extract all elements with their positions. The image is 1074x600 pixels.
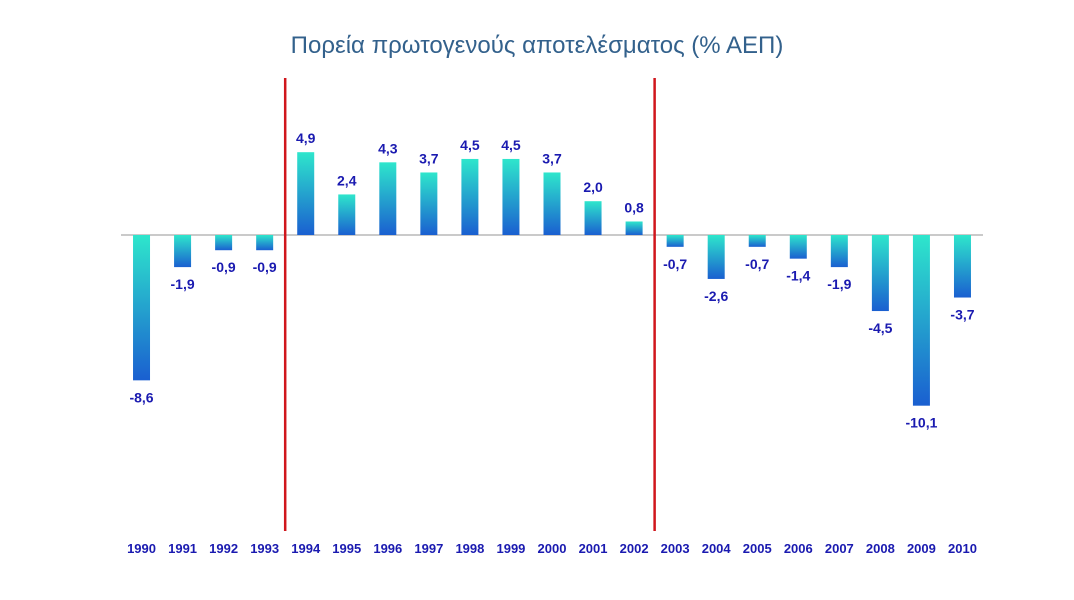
bar-1990 — [133, 235, 151, 381]
bar-1995 — [338, 194, 356, 235]
bar-2002 — [625, 221, 643, 235]
data-label-1999: 4,5 — [501, 137, 521, 153]
bar-2009 — [912, 235, 930, 406]
x-tick-label-1994: 1994 — [291, 541, 321, 556]
x-tick-label-2001: 2001 — [579, 541, 608, 556]
data-label-2001: 2,0 — [583, 179, 603, 195]
chart-title: Πορεία πρωτογενούς αποτελέσματος (% ΑΕΠ) — [290, 32, 784, 59]
data-label-1998: 4,5 — [460, 137, 480, 153]
x-tick-label-2002: 2002 — [620, 541, 649, 556]
bar-1997 — [420, 172, 438, 235]
data-label-2005: -0,7 — [745, 256, 769, 272]
x-tick-label-2006: 2006 — [784, 541, 813, 556]
bar-2003 — [666, 235, 684, 247]
data-label-1995: 2,4 — [337, 172, 357, 188]
data-label-2003: -0,7 — [663, 256, 687, 272]
bar-2001 — [584, 201, 602, 235]
bar-2000 — [543, 172, 561, 235]
bar-1993 — [256, 235, 274, 251]
data-label-2004: -2,6 — [704, 288, 728, 304]
bar-1992 — [215, 235, 233, 251]
bar-2004 — [707, 235, 725, 279]
x-tick-label-1990: 1990 — [127, 541, 156, 556]
data-label-2007: -1,9 — [827, 276, 851, 292]
bar-1991 — [174, 235, 192, 268]
x-tick-label-1993: 1993 — [250, 541, 279, 556]
x-tick-label-1995: 1995 — [332, 541, 361, 556]
x-tick-label-1996: 1996 — [373, 541, 402, 556]
data-label-1993: -0,9 — [253, 259, 277, 275]
x-tick-label-2000: 2000 — [538, 541, 567, 556]
bar-2008 — [871, 235, 889, 312]
bar-1996 — [379, 162, 397, 235]
data-label-2000: 3,7 — [542, 150, 562, 166]
bar-1994 — [297, 152, 315, 235]
x-tick-label-1991: 1991 — [168, 541, 197, 556]
x-tick-label-1999: 1999 — [496, 541, 525, 556]
x-tick-label-2003: 2003 — [661, 541, 690, 556]
x-tick-label-2004: 2004 — [702, 541, 732, 556]
bar-2006 — [789, 235, 807, 259]
data-label-1992: -0,9 — [212, 259, 236, 275]
x-tick-label-1997: 1997 — [414, 541, 443, 556]
data-label-2006: -1,4 — [786, 268, 810, 284]
x-tick-label-2005: 2005 — [743, 541, 772, 556]
x-tick-label-1998: 1998 — [455, 541, 484, 556]
data-label-1991: -1,9 — [171, 276, 195, 292]
bar-1999 — [502, 158, 520, 235]
bar-1998 — [461, 158, 479, 235]
data-label-2010: -3,7 — [950, 307, 974, 323]
x-tick-label-2010: 2010 — [948, 541, 977, 556]
data-label-2009: -10,1 — [905, 415, 937, 431]
bar-2010 — [953, 235, 971, 298]
x-tick-label-2009: 2009 — [907, 541, 936, 556]
x-tick-label-2007: 2007 — [825, 541, 854, 556]
x-tick-label-2008: 2008 — [866, 541, 895, 556]
data-label-1994: 4,9 — [296, 130, 316, 146]
data-label-1990: -8,6 — [129, 389, 153, 405]
data-label-1997: 3,7 — [419, 150, 439, 166]
bar-2005 — [748, 235, 766, 247]
x-tick-label-1992: 1992 — [209, 541, 238, 556]
bar-2007 — [830, 235, 848, 268]
data-label-1996: 4,3 — [378, 140, 398, 156]
data-label-2008: -4,5 — [868, 320, 892, 336]
data-label-2002: 0,8 — [624, 199, 644, 215]
